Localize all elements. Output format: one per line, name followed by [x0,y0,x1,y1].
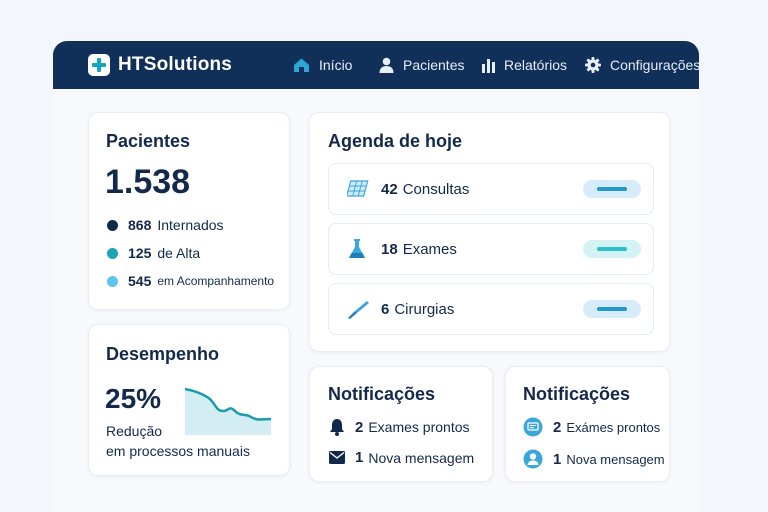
card-title: Notificações [328,384,436,404]
pacientes-card: Pacientes 1.538 868 Internados 125 de Al… [88,112,290,310]
agenda-label: Exames [402,241,457,258]
stat-internados: 868 Internados [107,217,224,233]
notification-count: 2 [553,418,562,436]
agenda-text: 6 Cirurgias [381,301,454,318]
scalpel-icon [348,301,369,319]
agenda-value: 18 [381,241,398,258]
notification-mensagem[interactable]: 1 Nova mensagem [523,449,665,469]
nav-item-pacientes[interactable]: Pacientes [379,57,464,73]
nav-item-relatorios[interactable]: Relatórios [482,57,567,73]
legend-dot [107,247,118,259]
legend-dot [107,275,118,287]
patients-total: 1.538 [105,163,191,201]
agenda-item-cirurgias[interactable]: 6 Cirurgias [328,283,654,335]
agenda-label: Consultas [402,181,470,198]
agenda-value: 42 [381,181,398,198]
notification-exames[interactable]: 2 Exames prontos [329,418,470,436]
notification-count: 2 [355,418,364,436]
user-circle-icon [523,449,543,469]
nav-label: Relatórios [504,57,568,73]
agenda-item-consultas[interactable]: 42 Consultas [328,163,654,215]
performance-line1: Redução [106,423,163,439]
notification-label: Nova mensagem [368,449,475,466]
agenda-text: 42 Consultas [381,181,469,198]
agenda-text: 18 Exames [381,241,457,258]
stat-alta: 125 de Alta [107,245,200,261]
status-pill [583,180,641,198]
status-pill [583,240,641,258]
notification-label: Nova mensagem [566,451,665,467]
nav-item-inicio[interactable]: Início [293,57,352,73]
notificacoes-card-1: Notificações 2 Exames prontos 1 Nova men… [309,366,493,482]
notification-label: Exámes prontos [566,419,661,435]
envelope-icon [329,451,345,464]
stat-value: 125 [128,245,152,261]
stat-acompanhamento: 545 em Acompanhamento [107,273,274,289]
brand-name: HTSolutions [118,54,233,75]
notification-count: 1 [553,450,562,468]
desempenho-card: Desempenho 25% Redução em processos manu… [88,324,290,476]
medical-cross-logo-icon [88,54,110,76]
stat-label: Internados [157,217,224,233]
stat-value: 868 [128,217,152,233]
user-icon [379,57,394,73]
chat-icon [523,417,543,437]
trend-sparkline [185,387,271,435]
notification-exames[interactable]: 2 Exámes prontos [523,417,660,437]
card-title: Notificações [523,384,631,404]
card-title: Pacientes [106,131,191,151]
stat-label: em Acompanhamento [157,274,275,288]
bar-chart-icon [482,58,495,73]
agenda-card: Agenda de hoje 42 Consultas 18 Exames [309,112,670,352]
notificacoes-card-2: Notificações 2 Exámes prontos 1 Nova men… [505,366,670,482]
notification-count: 1 [355,449,364,466]
nav-label: Pacientes [403,57,465,73]
stat-label: de Alta [157,245,201,261]
bell-icon [330,419,344,436]
agenda-value: 6 [381,301,390,318]
nav-item-configuracoes[interactable]: Configurações [585,57,700,73]
agenda-label: Cirurgias [394,301,455,318]
brand[interactable]: HTSolutions [88,54,232,76]
notification-mensagem[interactable]: 1 Nova mensagem [329,449,474,466]
card-title: Desempenho [106,344,220,364]
performance-percent: 25% [105,383,162,414]
notification-label: Exames prontos [368,419,470,435]
card-title: Agenda de hoje [328,131,463,151]
nav-label: Configurações [610,57,701,73]
gear-icon [585,57,601,73]
stat-value: 545 [128,273,152,289]
top-navbar: HTSolutions Início Pacientes Relatórios [53,41,700,89]
status-pill [583,300,641,318]
flask-icon [349,239,365,258]
legend-dot [107,219,118,231]
calendar-grid-icon [347,180,369,197]
agenda-item-exames[interactable]: 18 Exames [328,223,654,275]
nav-label: Início [319,57,353,73]
performance-line2: em processos manuais [106,443,250,459]
home-icon [294,58,309,72]
